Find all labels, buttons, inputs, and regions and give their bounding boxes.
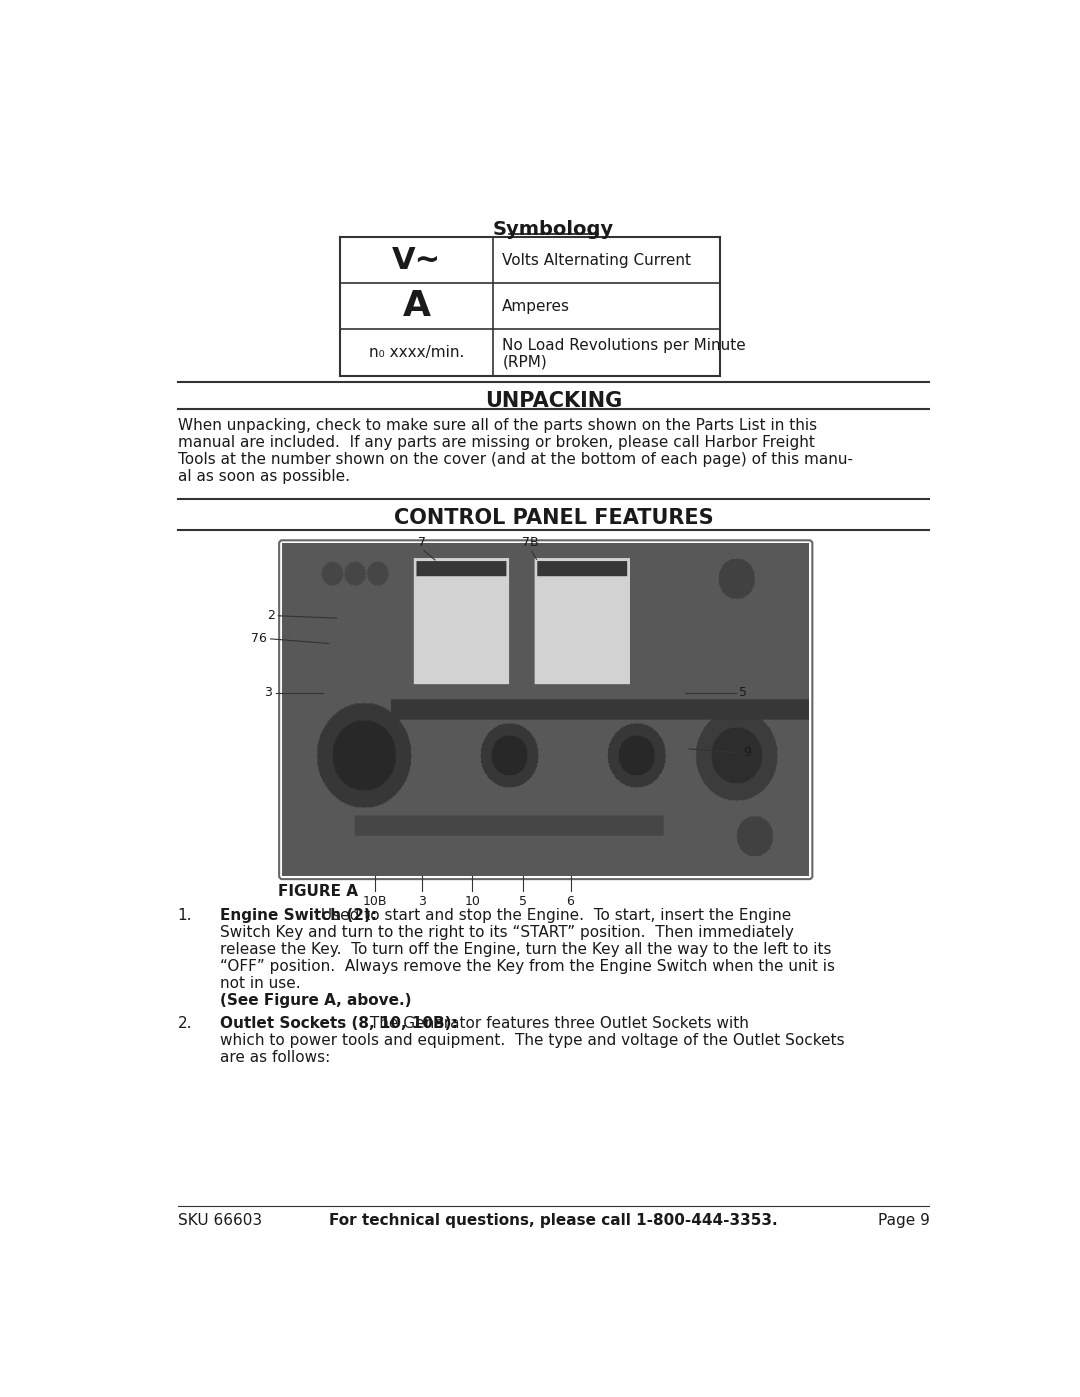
Text: 6: 6 [567,895,575,908]
Text: Tools at the number shown on the cover (and at the bottom of each page) of this : Tools at the number shown on the cover (… [177,451,852,467]
Text: 2: 2 [267,609,274,622]
Text: 1.: 1. [177,908,192,923]
Text: n₀ xxxx/min.: n₀ xxxx/min. [369,345,464,360]
Text: 76: 76 [251,633,267,645]
Text: 7B: 7B [522,536,539,549]
Text: Engine Switch (2):: Engine Switch (2): [220,908,377,923]
Text: 5: 5 [740,686,747,700]
Text: are as follows:: are as follows: [220,1051,330,1065]
Text: 7: 7 [418,536,426,549]
Text: CONTROL PANEL FEATURES: CONTROL PANEL FEATURES [394,509,713,528]
Text: FIGURE A: FIGURE A [279,884,359,898]
Text: No Load Revolutions per Minute: No Load Revolutions per Minute [502,338,746,353]
Text: 3: 3 [418,895,426,908]
Text: 9: 9 [743,746,752,760]
Text: 3: 3 [265,686,272,700]
Text: release the Key.  To turn off the Engine, turn the Key all the way to the left t: release the Key. To turn off the Engine,… [220,942,832,957]
Text: 10B: 10B [363,895,388,908]
Text: Volts Alternating Current: Volts Alternating Current [502,253,691,268]
Text: 10: 10 [464,895,481,908]
Text: Page 9: Page 9 [877,1214,930,1228]
Text: Used to start and stop the Engine.  To start, insert the Engine: Used to start and stop the Engine. To st… [316,908,792,923]
Text: 2.: 2. [177,1016,192,1031]
Text: manual are included.  If any parts are missing or broken, please call Harbor Fre: manual are included. If any parts are mi… [177,434,814,450]
Text: 5: 5 [518,895,527,908]
Text: Amperes: Amperes [502,299,570,314]
Text: (See Figure A, above.): (See Figure A, above.) [220,993,411,1009]
Text: not in use.: not in use. [220,977,301,990]
Text: V~: V~ [392,246,442,275]
Text: Symbology: Symbology [492,219,615,239]
Text: Switch Key and turn to the right to its “START” position.  Then immediately: Switch Key and turn to the right to its … [220,925,794,940]
Text: (RPM): (RPM) [502,355,548,370]
Text: al as soon as possible.: al as soon as possible. [177,469,350,483]
Text: Outlet Sockets (8, 10, 10B):: Outlet Sockets (8, 10, 10B): [220,1016,458,1031]
Text: UNPACKING: UNPACKING [485,391,622,411]
Text: When unpacking, check to make sure all of the parts shown on the Parts List in t: When unpacking, check to make sure all o… [177,418,816,433]
Text: The Generator features three Outlet Sockets with: The Generator features three Outlet Sock… [365,1016,750,1031]
Text: For technical questions, please call 1-800-444-3353.: For technical questions, please call 1-8… [329,1214,778,1228]
Text: “OFF” position.  Always remove the Key from the Engine Switch when the unit is: “OFF” position. Always remove the Key fr… [220,960,835,974]
Text: A: A [403,289,431,323]
Text: SKU 66603: SKU 66603 [177,1214,261,1228]
Text: which to power tools and equipment.  The type and voltage of the Outlet Sockets: which to power tools and equipment. The … [220,1034,845,1048]
